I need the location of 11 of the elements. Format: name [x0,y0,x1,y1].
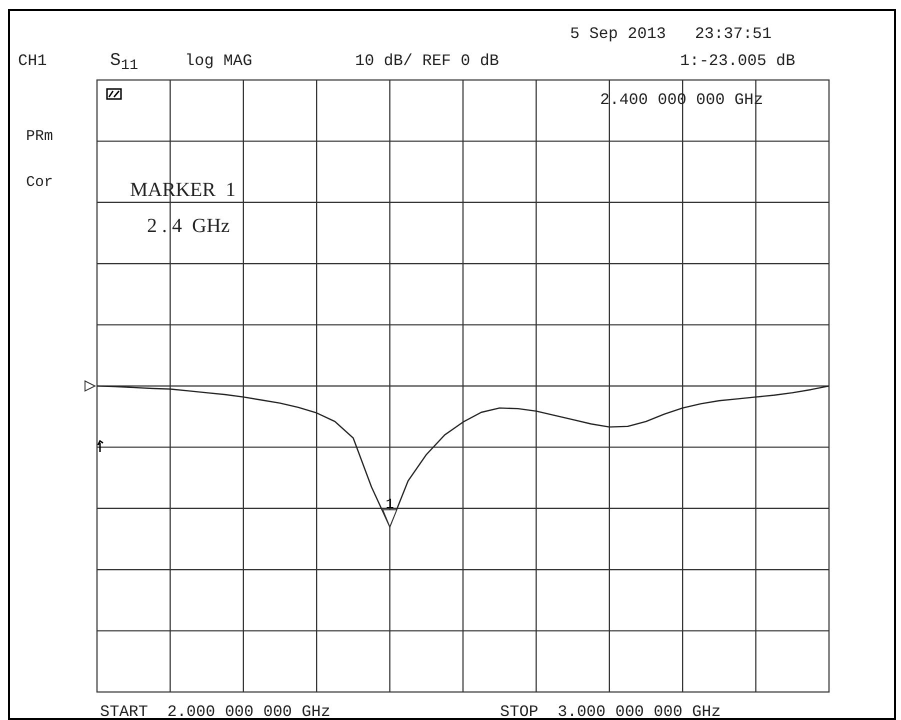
text: 1:-23.005 dB [680,52,796,70]
text: S$_{11}$ [110,51,138,74]
text: CH1 [18,52,47,70]
text: 2 . 4 GHz [147,215,230,237]
text: PRm [26,128,54,145]
text: 10 dB/ REF 0 dB [355,52,500,70]
text: STOP 3.000 000 000 GHz [500,703,721,720]
text: START 2.000 000 000 GHz [100,703,330,720]
text: 5 Sep 2013 23:37:51 [570,25,772,43]
text: Cor [26,174,54,191]
text: log MAG [185,52,252,70]
